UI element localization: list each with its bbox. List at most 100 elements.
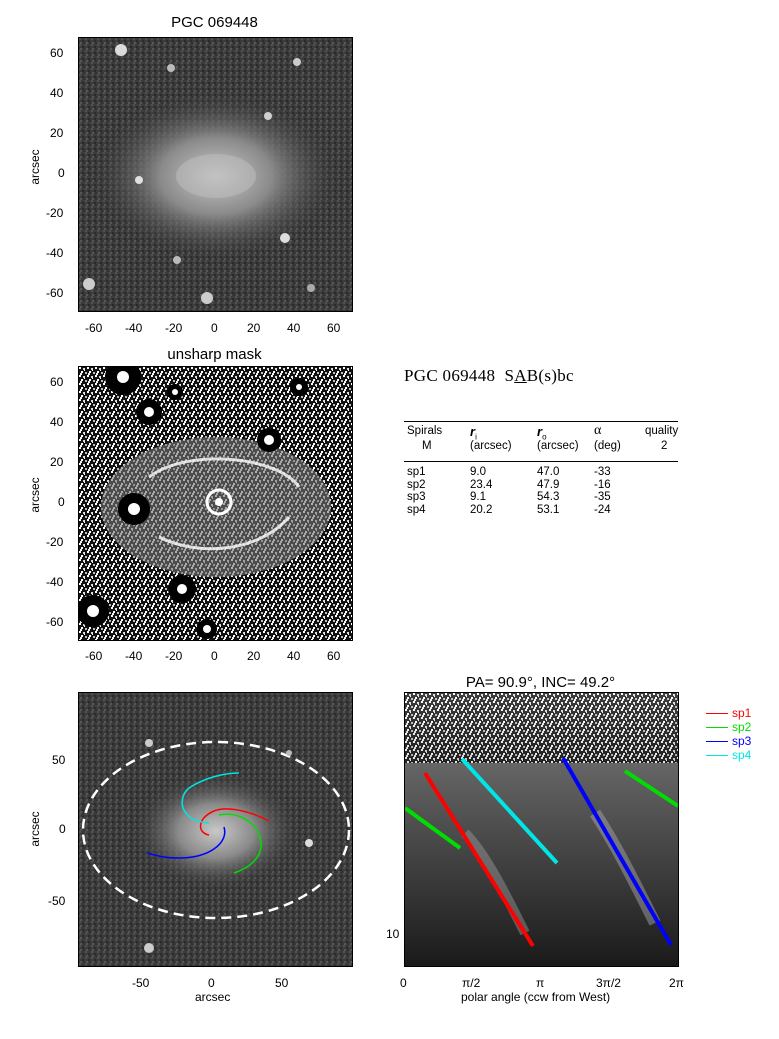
x-tick: 0 xyxy=(211,321,218,335)
galaxy-image xyxy=(78,37,353,312)
table-col-alpha: -33 -16 -35 -24 xyxy=(594,466,611,516)
panel-image-title: PGC 069448 xyxy=(171,14,258,31)
table-col-ro: 47.0 47.9 54.3 53.1 xyxy=(537,466,559,516)
panel-polar-xlabel: polar angle (ccw from West) xyxy=(461,990,611,1004)
legend-line-icon xyxy=(706,740,728,742)
y-tick: 40 xyxy=(50,86,64,100)
y-tick: 60 xyxy=(50,46,64,60)
table-cell: sp1 xyxy=(407,466,426,478)
header-ro-sub: (arcsec) xyxy=(537,440,579,452)
x-tick: -20 xyxy=(165,321,183,335)
table-cell: sp4 xyxy=(407,503,426,516)
x-tick: 0 xyxy=(400,976,407,990)
y-tick: -60 xyxy=(46,615,64,629)
table-cell: 9.1 xyxy=(470,491,486,503)
table-cell: -16 xyxy=(594,478,611,491)
table-cell: sp3 xyxy=(407,491,426,503)
table-cell: -35 xyxy=(594,491,611,503)
x-tick: 3π/2 xyxy=(596,976,621,990)
legend-item-sp3: sp3 xyxy=(706,734,751,748)
x-tick: π xyxy=(536,976,545,990)
table-col-name: sp1 sp2 sp3 sp4 xyxy=(407,466,426,516)
table-col-ri: 9.0 23.4 9.1 20.2 xyxy=(470,466,492,516)
table-cell: -33 xyxy=(594,466,611,478)
table-cell: 53.1 xyxy=(537,503,560,516)
y-tick: -20 xyxy=(46,206,64,220)
header-spirals-sub: M xyxy=(422,440,432,452)
header-alpha-sub: (deg) xyxy=(594,440,621,452)
x-tick: 50 xyxy=(275,976,289,990)
galaxy-heading: PGC 069448 SAB(s)bc xyxy=(404,366,574,386)
legend-line-icon xyxy=(706,754,728,756)
y-tick: -60 xyxy=(46,286,64,300)
galaxy-image-graphic xyxy=(79,38,352,311)
polar-plot-graphic xyxy=(405,693,678,966)
legend-line-icon xyxy=(706,712,728,714)
galaxy-type: SAB(s)bc xyxy=(504,366,574,385)
header-ri: ri xyxy=(470,424,477,442)
y-tick: -50 xyxy=(48,894,66,908)
x-tick: 0 xyxy=(208,976,215,990)
table-cell: 47.0 xyxy=(537,466,560,478)
x-tick: 2π xyxy=(669,976,684,990)
x-tick: 0 xyxy=(211,649,218,663)
spiral-overlay-image xyxy=(78,692,353,967)
x-tick: -20 xyxy=(165,649,183,663)
header-alpha: α xyxy=(594,423,602,438)
unsharp-mask-graphic xyxy=(79,367,352,640)
x-tick: -60 xyxy=(85,649,103,663)
x-tick: 20 xyxy=(247,649,261,663)
table-cell: 9.0 xyxy=(470,466,486,478)
table-header-rule xyxy=(404,461,678,462)
unsharp-mask-image xyxy=(78,366,353,641)
panel-overlay-ylabel: arcsec xyxy=(28,811,42,847)
legend-item-sp4: sp4 xyxy=(706,748,751,762)
legend-line-icon xyxy=(706,726,728,728)
y-tick: 20 xyxy=(50,126,64,140)
y-tick: 0 xyxy=(58,495,65,509)
y-tick: 0 xyxy=(58,166,65,180)
x-tick: 60 xyxy=(327,649,341,663)
y-tick: -40 xyxy=(46,575,64,589)
x-tick: 60 xyxy=(327,321,341,335)
y-tick: 0 xyxy=(59,822,66,836)
y-tick: -40 xyxy=(46,246,64,260)
y-tick: 10 xyxy=(386,927,400,941)
legend-item-sp1: sp1 xyxy=(706,706,751,720)
x-tick: -60 xyxy=(85,321,103,335)
x-tick: 40 xyxy=(287,321,301,335)
y-tick: 20 xyxy=(50,455,64,469)
x-tick: π/2 xyxy=(462,976,481,990)
x-tick: 40 xyxy=(287,649,301,663)
y-tick: 60 xyxy=(50,375,64,389)
x-tick: -40 xyxy=(125,321,143,335)
y-tick: 50 xyxy=(52,753,66,767)
panel-overlay-xlabel: arcsec xyxy=(195,990,231,1004)
galaxy-name: PGC 069448 xyxy=(404,366,496,385)
panel-unsharp-title: unsharp mask xyxy=(167,346,262,363)
panel-polar-title: PA= 90.9°, INC= 49.2° xyxy=(465,674,616,691)
legend-item-sp2: sp2 xyxy=(706,720,751,734)
table-cell: 54.3 xyxy=(537,491,560,503)
y-tick: 40 xyxy=(50,415,64,429)
table-top-rule xyxy=(404,421,678,422)
y-tick: -20 xyxy=(46,535,64,549)
x-tick: -40 xyxy=(125,649,143,663)
table-cell: 20.2 xyxy=(470,503,493,516)
table-cell: 47.9 xyxy=(537,478,560,491)
panel-image-ylabel: arcsec xyxy=(28,149,42,185)
legend: sp1 sp2 sp3 sp4 xyxy=(706,706,751,762)
header-quality: quality xyxy=(645,425,679,437)
polar-plot xyxy=(404,692,679,967)
table-cell: 23.4 xyxy=(470,478,493,491)
header-spirals: Spirals xyxy=(407,425,443,437)
table-cell: sp2 xyxy=(407,478,426,491)
spiral-overlay-graphic xyxy=(79,693,352,966)
panel-unsharp-ylabel: arcsec xyxy=(28,477,42,513)
header-ro: ro xyxy=(537,424,547,442)
header-quality-sub: 2 xyxy=(661,440,668,452)
header-ri-sub: (arcsec) xyxy=(470,440,512,452)
x-tick: 20 xyxy=(247,321,261,335)
x-tick: -50 xyxy=(132,976,150,990)
table-cell: -24 xyxy=(594,503,611,516)
